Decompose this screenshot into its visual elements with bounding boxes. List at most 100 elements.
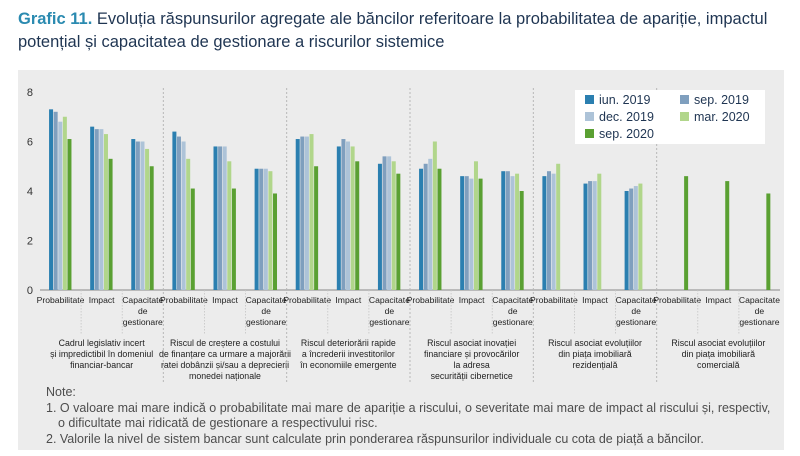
y-tick-label: 2: [27, 236, 33, 248]
bar: [624, 191, 629, 290]
bar: [350, 146, 355, 290]
category-label: Capacitate: [369, 295, 410, 305]
category-label: gestionare: [493, 317, 533, 327]
bar: [304, 136, 309, 290]
bar: [58, 121, 63, 290]
bar: [62, 116, 67, 290]
bar: [273, 193, 278, 290]
note-line-3: 2. Valorile la nivel de sistem bancar su…: [46, 431, 704, 446]
category-label: Impact: [89, 295, 115, 305]
category-label: de: [385, 306, 395, 316]
bar: [556, 163, 561, 290]
bar: [213, 146, 218, 290]
bar: [300, 136, 305, 290]
legend-item: dec. 2019: [585, 110, 654, 124]
group-label: rezidențială: [573, 360, 618, 370]
bar: [377, 163, 382, 290]
y-tick-label: 4: [27, 186, 33, 198]
legend-label: sep. 2019: [694, 93, 749, 107]
bar: [227, 161, 232, 290]
bar: [309, 134, 314, 290]
bar: [546, 171, 551, 290]
category-label: gestionare: [616, 317, 656, 327]
bar: [423, 163, 428, 290]
bar: [336, 146, 341, 290]
bar: [355, 161, 360, 290]
legend-swatch: [585, 95, 594, 104]
bar: [501, 171, 506, 290]
page-title: Grafic 11. Evoluția răspunsurilor agrega…: [18, 8, 788, 54]
category-label: de: [631, 306, 641, 316]
group-label: financiare și provocărilor: [424, 349, 519, 359]
legend-swatch: [680, 95, 689, 104]
category-label: Probabilitate: [407, 295, 455, 305]
category-label: gestionare: [246, 317, 286, 327]
bar: [186, 158, 191, 290]
bar: [766, 193, 771, 290]
bar: [629, 188, 634, 290]
category-label: gestionare: [369, 317, 409, 327]
bar: [346, 141, 351, 290]
category-label: Probabilitate: [37, 295, 85, 305]
bar: [519, 191, 524, 290]
bar: [437, 168, 442, 290]
category-label: de: [261, 306, 271, 316]
bar: [149, 166, 154, 290]
bar: [469, 178, 474, 291]
legend-item: iun. 2019: [585, 93, 650, 107]
bar: [592, 181, 597, 290]
bar: [190, 188, 195, 290]
category-label: Impact: [335, 295, 361, 305]
group-label: financiar-bancar: [70, 360, 133, 370]
bar: [94, 129, 99, 291]
group-label: Riscul de creștere a costului: [170, 338, 280, 348]
bar: [725, 181, 730, 290]
bar: [67, 139, 72, 290]
category-label: Capacitate: [616, 295, 657, 305]
category-label: de: [755, 306, 765, 316]
bar: [341, 139, 346, 290]
group-label: în economiile emergente: [299, 360, 396, 370]
bar: [90, 126, 95, 291]
category-label: gestionare: [739, 317, 779, 327]
bar: [49, 109, 54, 290]
note-line-2: o dificultate mai ridicată de gestionare…: [58, 416, 378, 430]
bar: [295, 139, 300, 290]
bar: [176, 136, 181, 290]
legend-label: mar. 2020: [694, 110, 750, 124]
bar: [419, 168, 424, 290]
group-label: de finanțare ca urmare a majorării: [159, 349, 291, 359]
group-label: Cadrul legislativ incert: [59, 338, 146, 348]
bar: [432, 141, 437, 290]
bar: [396, 173, 401, 290]
bar: [428, 158, 433, 290]
bar: [108, 158, 113, 290]
category-label: gestionare: [123, 317, 163, 327]
category-label: de: [508, 306, 518, 316]
legend-item: sep. 2019: [680, 93, 749, 107]
bar: [391, 161, 396, 290]
legend-swatch: [585, 129, 594, 138]
chart-notes: Note: 1. O valoare mai mare indică o pro…: [46, 385, 786, 447]
group-label: comercială: [697, 360, 740, 370]
category-label: de: [138, 306, 148, 316]
bar: [263, 168, 268, 290]
bar: [382, 156, 387, 290]
bar: [181, 141, 186, 290]
legend-label: iun. 2019: [599, 93, 651, 107]
bar: [510, 176, 515, 290]
bar: [583, 183, 588, 290]
group-label: și impredictibil în domeniul: [50, 349, 153, 359]
group-label: la adresa: [454, 360, 490, 370]
bar: [218, 146, 223, 290]
bar: [103, 134, 108, 290]
bar: [464, 176, 469, 290]
bar: [505, 171, 510, 290]
group-label: din piața imobiliară: [682, 349, 755, 359]
group-label: Riscul asociat evoluțiilor: [548, 338, 642, 348]
legend-label: sep. 2020: [599, 127, 654, 141]
note-line-1: 1. O valoare mai mare indică o probabili…: [46, 400, 771, 415]
category-label: Impact: [459, 295, 485, 305]
category-label: Capacitate: [122, 295, 163, 305]
